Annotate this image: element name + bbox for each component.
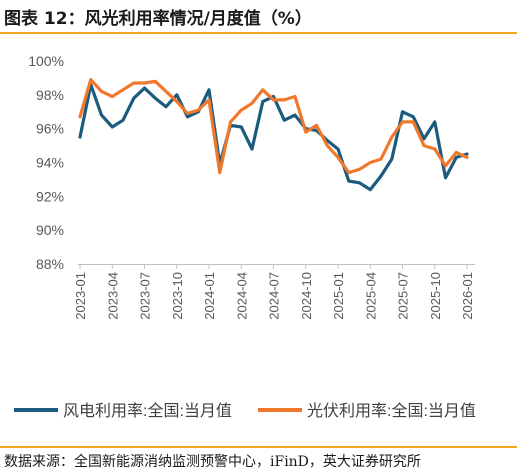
x-tick-label: 2024-01 [202,272,217,320]
x-tick-label: 2023-10 [170,272,185,320]
y-tick-label: 88% [36,256,64,272]
bottom-rule [0,446,517,448]
solar-utilization-line [78,77,469,175]
series-lines [78,77,469,192]
wind-utilization-line [78,83,469,192]
line-chart: 88%90%92%94%96%98%100% 2023-01 2023-04 202… [14,53,476,420]
x-tick-label: 2026-01 [460,272,475,320]
source-note: 数据来源：全国新能源消纳监测预警中心，iFinD，英大证券研究所 [4,454,421,470]
legend: 风电利用率:全国:当月值 光伏利用率:全国:当月值 [14,402,476,420]
x-tick-label: 2023-04 [105,272,120,320]
x-tick-label: 2024-10 [299,272,314,320]
x-tick-label: 2023-01 [73,272,88,320]
chart-title: 图表 12：风光利用率情况/月度值（%） [4,9,312,29]
x-tick-label: 2024-04 [234,272,249,320]
y-tick-label: 98% [36,87,64,103]
x-axis: 2023-01 2023-04 2023-07 2023-10 2024-01 2024-… [73,264,475,320]
title-rule [0,32,517,34]
x-tick-label: 2025-10 [428,272,443,320]
legend-wind-label: 风电利用率:全国:当月值 [63,402,232,420]
x-tick-label: 2025-04 [363,272,378,320]
y-tick-label: 94% [36,155,64,171]
y-tick-label: 92% [36,188,64,204]
x-tick-label: 2025-01 [331,272,346,320]
x-tick-label: 2024-07 [267,272,282,320]
y-tick-label: 90% [36,222,64,238]
x-tick-label: 2023-07 [138,272,153,320]
legend-solar-label: 光伏利用率:全国:当月值 [307,402,476,420]
y-axis: 88% 90% 92% 94% 96% 98% 100% [28,53,64,272]
x-tick-label: 2025-07 [396,272,411,320]
y-tick-label: 100% [28,53,64,69]
y-tick-label: 96% [36,121,64,137]
